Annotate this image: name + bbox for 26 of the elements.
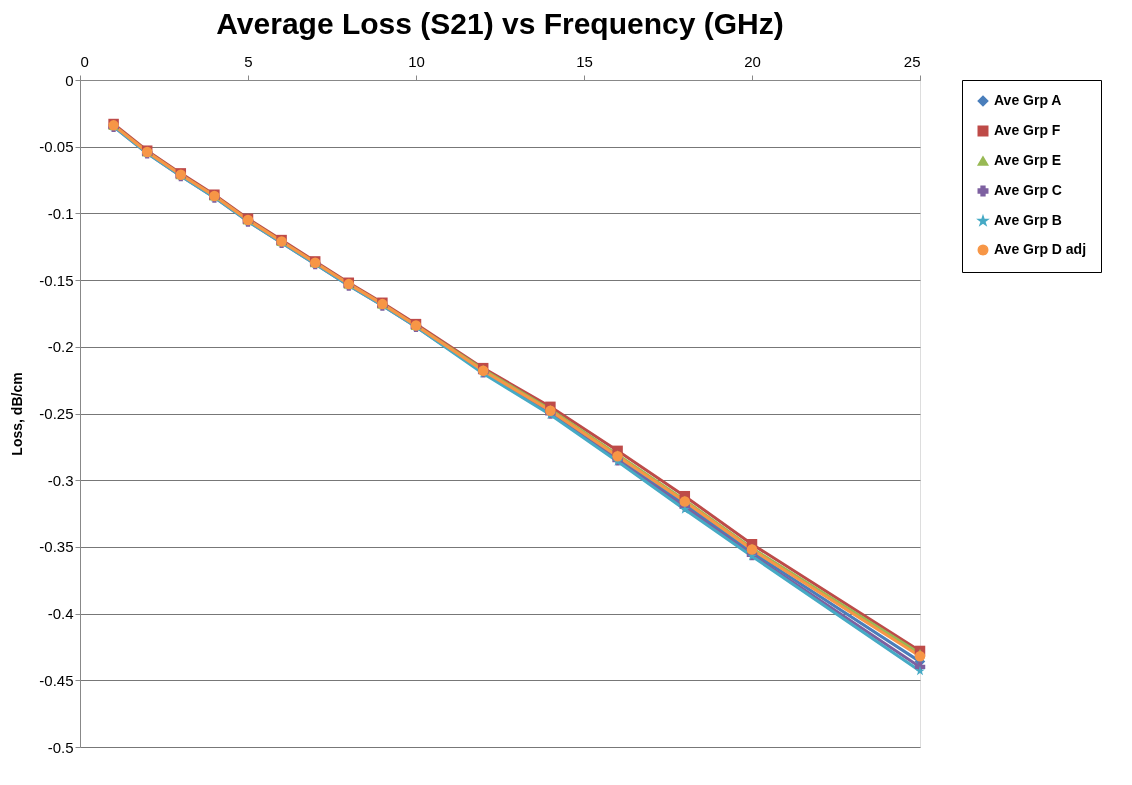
legend-label: Ave Grp A <box>994 92 1062 108</box>
y-tick-label: -0.4 <box>47 605 74 623</box>
y-axis-title: Loss, dB/cm <box>9 372 26 456</box>
y-tick-label: -0.35 <box>39 538 74 556</box>
x-tick-label: 15 <box>576 52 593 70</box>
legend-label: Ave Grp C <box>994 182 1062 198</box>
chart-title: Average Loss (S21) vs Frequency (GHz) <box>216 7 784 40</box>
y-tick-label: -0.25 <box>39 405 74 422</box>
legend-label: Ave Grp E <box>994 152 1062 168</box>
y-tick-label: -0.3 <box>47 471 74 489</box>
y-tick-label: -0.45 <box>39 671 74 689</box>
y-tick-label: 0 <box>65 71 74 89</box>
legend-label: Ave Grp F <box>994 122 1061 138</box>
x-tick-label: 20 <box>744 52 761 70</box>
x-tick-label: 25 <box>903 52 921 70</box>
point <box>915 665 925 676</box>
y-tick-label: -0.05 <box>39 138 74 156</box>
legend-label: Ave Grp D adj <box>994 241 1087 257</box>
legend-label: Ave Grp B <box>994 212 1062 228</box>
x-tick-label: 5 <box>244 52 253 70</box>
y-tick-label: -0.1 <box>47 204 74 222</box>
y-tick-label: -0.5 <box>47 738 74 756</box>
x-tick-label: 10 <box>408 52 425 70</box>
x-tick-label: 0 <box>80 52 89 70</box>
y-tick-label: -0.15 <box>39 271 74 289</box>
y-tick-label: -0.2 <box>47 338 74 356</box>
